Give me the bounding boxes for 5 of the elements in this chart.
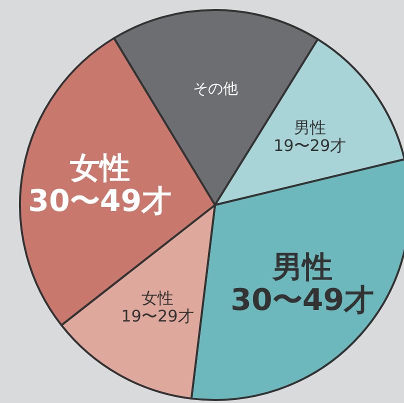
slice-label: 女性 19〜29才 xyxy=(121,288,194,326)
slice-label: 女性 30〜49才 xyxy=(28,150,172,219)
slice-label: 男性 30〜49才 xyxy=(230,250,374,318)
slice-label: その他 xyxy=(193,79,238,98)
slice-label: 男性 19〜29才 xyxy=(273,118,346,155)
